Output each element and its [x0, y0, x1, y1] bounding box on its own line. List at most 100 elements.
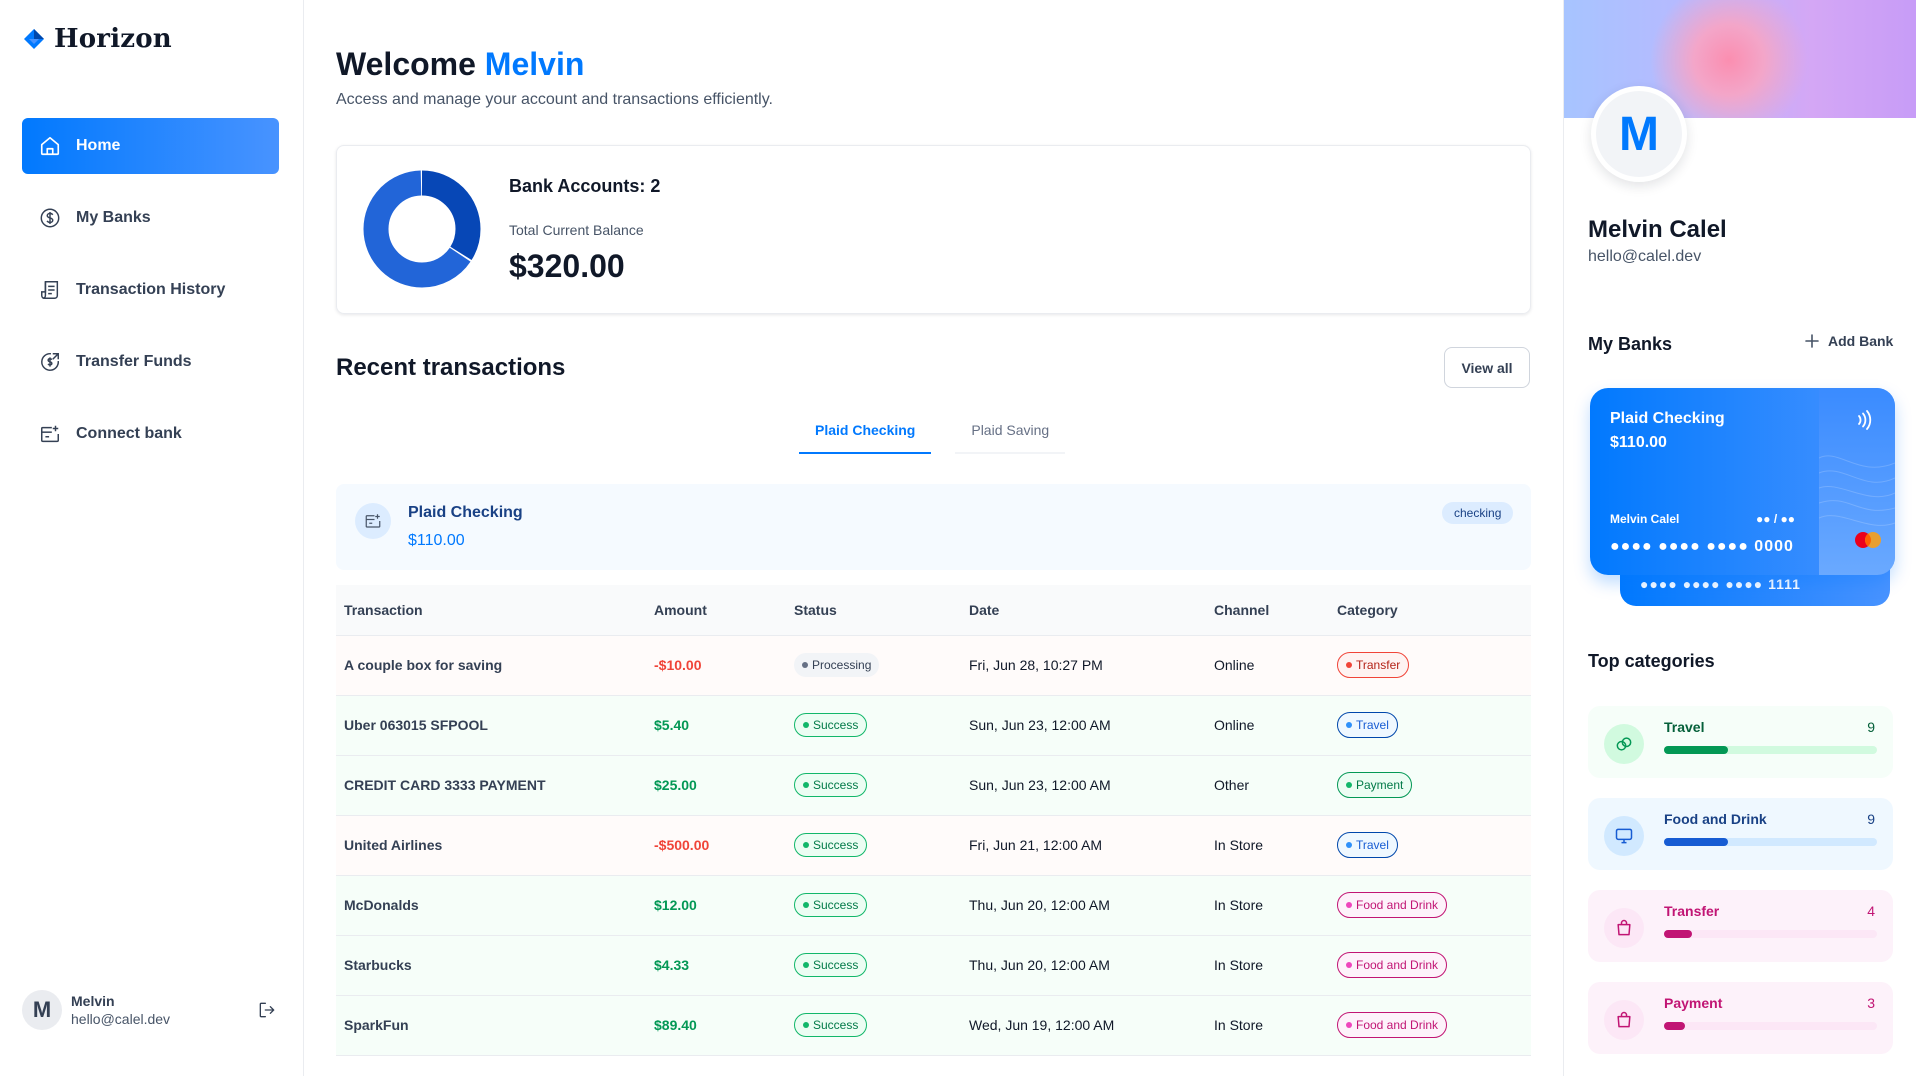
- transaction-name: Starbucks: [336, 935, 646, 996]
- status-label: Success: [813, 1018, 859, 1032]
- transaction-amount: $25.00: [646, 755, 786, 816]
- category-name: Transfer: [1664, 903, 1720, 919]
- view-all-button[interactable]: View all: [1444, 347, 1530, 388]
- transaction-amount: $5.40: [646, 695, 786, 756]
- welcome-user-name: Melvin: [484, 46, 585, 82]
- column-header-transaction: Transaction: [336, 585, 646, 636]
- transactions-table: Transaction Amount Status Date Channel C…: [336, 585, 1531, 1056]
- donut-segment: [363, 170, 481, 288]
- balance-donut-chart: [363, 170, 481, 288]
- table-row[interactable]: United Airlines -$500.00 Success Fri, Jun 2…: [336, 815, 1531, 876]
- transaction-channel: In Store: [1206, 875, 1329, 936]
- bank-card-primary[interactable]: Plaid Checking $110.00 Melvin Calel ●● /…: [1590, 388, 1895, 575]
- status-dot: [803, 1022, 809, 1028]
- card-expiry: ●● / ●●: [1756, 512, 1795, 526]
- transaction-amount: -$500.00: [646, 815, 786, 876]
- transaction-date: Fri, Jun 28, 10:27 PM: [961, 635, 1206, 696]
- category-label: Transfer: [1356, 658, 1401, 672]
- sidebar-item-connect-bank[interactable]: Connect bank: [22, 406, 279, 462]
- status-badge: Success: [794, 713, 868, 737]
- add-bank-label: Add Bank: [1828, 333, 1894, 349]
- category-label: Travel: [1356, 718, 1389, 732]
- category-progress-track: [1664, 838, 1877, 846]
- monitor-icon: [1604, 816, 1644, 856]
- page-subtitle: Access and manage your account and trans…: [336, 91, 773, 108]
- transaction-date: Wed, Jun 19, 12:00 AM: [961, 995, 1206, 1056]
- category-badge: Transfer: [1337, 652, 1410, 678]
- transaction-amount: $4.33: [646, 935, 786, 996]
- sidebar-user-footer: M Melvin hello@calel.dev: [22, 990, 279, 1030]
- table-row[interactable]: Uber 063015 SFPOOL $5.40 Success Sun, Jun 2…: [336, 695, 1531, 756]
- transaction-name: CREDIT CARD 3333 PAYMENT: [336, 755, 646, 816]
- category-dot: [1346, 962, 1352, 968]
- brand-logo[interactable]: Horizon: [22, 24, 172, 54]
- receipt-icon: [38, 278, 62, 302]
- home-icon: [38, 134, 62, 158]
- transaction-category-cell: Food and Drink: [1329, 995, 1531, 1056]
- table-row[interactable]: Starbucks $4.33 Success Thu, Jun 20, 12:00 …: [336, 935, 1531, 996]
- transaction-category-cell: Transfer: [1329, 635, 1531, 696]
- category-progress-track: [1664, 746, 1877, 754]
- category-count: 4: [1867, 903, 1875, 919]
- category-dot: [1346, 662, 1352, 668]
- profile-avatar[interactable]: M: [1591, 86, 1687, 182]
- account-tabs: Plaid Checking Plaid Saving: [799, 414, 1066, 454]
- sidebar-item-label: Connect bank: [76, 425, 182, 442]
- category-progress-fill: [1664, 930, 1692, 938]
- category-badge: Travel: [1337, 832, 1398, 858]
- card-owner: Melvin Calel: [1610, 512, 1680, 526]
- category-name: Payment: [1664, 995, 1723, 1011]
- status-badge: Processing: [794, 653, 880, 677]
- transaction-category-cell: Food and Drink: [1329, 875, 1531, 936]
- transaction-name: McDonalds: [336, 875, 646, 936]
- main-content: Welcome Melvin Access and manage your ac…: [304, 0, 1563, 1076]
- category-badge: Food and Drink: [1337, 892, 1448, 918]
- transaction-name: Uber 063015 SFPOOL: [336, 695, 646, 756]
- sidebar-item-label: Transaction History: [76, 281, 226, 298]
- table-row[interactable]: McDonalds $12.00 Success Thu, Jun 20, 12:00…: [336, 875, 1531, 936]
- tab-plaid-checking[interactable]: Plaid Checking: [799, 414, 932, 454]
- avatar[interactable]: M: [22, 990, 62, 1030]
- category-dot: [1346, 842, 1352, 848]
- status-dot: [803, 962, 809, 968]
- category-badge: Travel: [1337, 712, 1398, 738]
- account-type-badge: checking: [1442, 502, 1514, 524]
- transaction-channel: In Store: [1206, 935, 1329, 996]
- my-banks-title: My Banks: [1588, 334, 1673, 354]
- category-count: 3: [1867, 995, 1875, 1011]
- transaction-status-cell: Success: [786, 875, 961, 936]
- transaction-status-cell: Processing: [786, 635, 961, 696]
- account-name: Plaid Checking: [408, 504, 523, 521]
- horizon-logo-icon: [24, 29, 44, 49]
- tab-plaid-saving[interactable]: Plaid Saving: [955, 414, 1066, 454]
- category-dot: [1346, 902, 1352, 908]
- sidebar-item-home[interactable]: Home: [22, 118, 279, 174]
- status-label: Success: [813, 778, 859, 792]
- status-dot: [803, 842, 809, 848]
- plus-icon: [1805, 334, 1819, 348]
- sidebar-item-label: Transfer Funds: [76, 353, 192, 370]
- category-name: Travel: [1664, 719, 1705, 735]
- sidebar-item-my-banks[interactable]: My Banks: [22, 190, 279, 246]
- category-label: Food and Drink: [1356, 898, 1439, 912]
- table-row[interactable]: SparkFun $89.40 Success Wed, Jun 19, 12:00 …: [336, 995, 1531, 1056]
- category-badge: Payment: [1337, 772, 1413, 798]
- total-balance-label: Total Current Balance: [509, 222, 644, 238]
- add-bank-button[interactable]: Add Bank: [1804, 333, 1893, 349]
- transactions-table-body: A couple box for saving -$10.00 Processing…: [336, 635, 1531, 1056]
- status-badge: Success: [794, 833, 868, 857]
- status-badge: Success: [794, 1013, 868, 1037]
- status-label: Success: [813, 838, 859, 852]
- table-row[interactable]: CREDIT CARD 3333 PAYMENT $25.00 Success Sun…: [336, 755, 1531, 816]
- transaction-date: Thu, Jun 20, 12:00 AM: [961, 875, 1206, 936]
- status-badge: Success: [794, 773, 868, 797]
- category-label: Food and Drink: [1356, 958, 1439, 972]
- category-progress-fill: [1664, 838, 1728, 846]
- table-row[interactable]: A couple box for saving -$10.00 Processing…: [336, 635, 1531, 696]
- sidebar-item-transfer-funds[interactable]: Transfer Funds: [22, 334, 279, 390]
- sidebar-item-transaction-history[interactable]: Transaction History: [22, 262, 279, 318]
- logout-icon[interactable]: [255, 998, 279, 1022]
- category-count: 9: [1867, 811, 1875, 827]
- transaction-category-cell: Food and Drink: [1329, 935, 1531, 996]
- sidebar-item-label: Home: [76, 137, 121, 154]
